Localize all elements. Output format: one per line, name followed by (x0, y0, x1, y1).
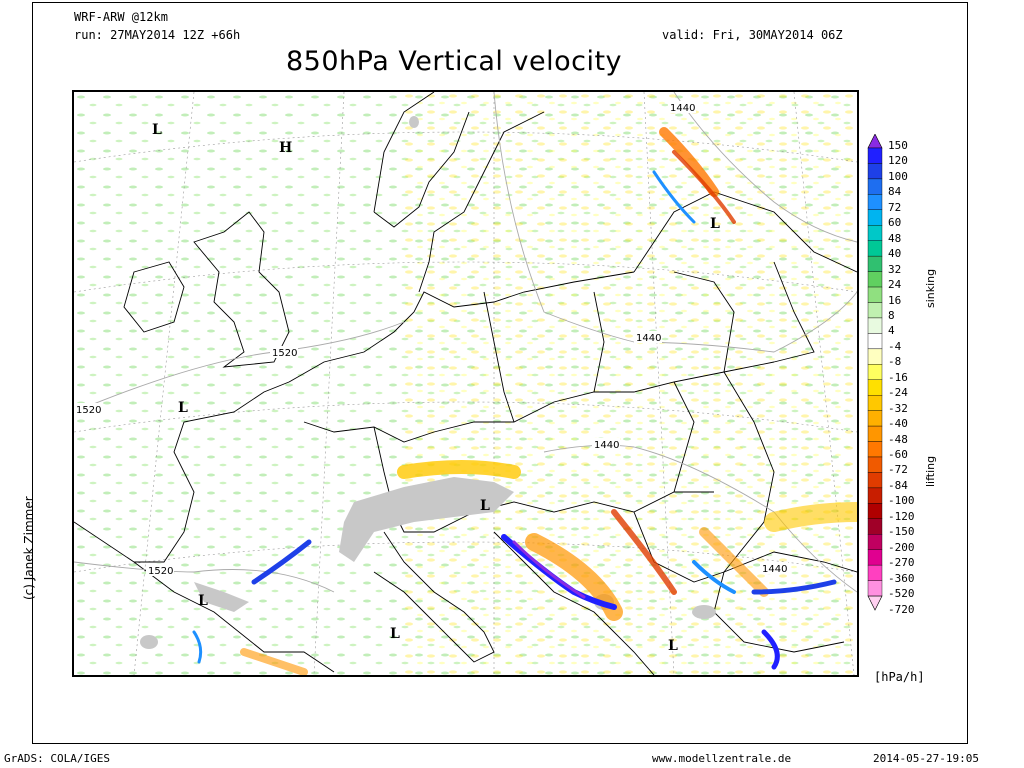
legend-arrow-bottom (867, 595, 883, 611)
low-pressure-symbol: L (710, 216, 720, 232)
legend-level-label: 150 (888, 139, 908, 152)
legend-swatch (867, 564, 883, 581)
legend-swatch (867, 286, 883, 303)
legend-swatch (867, 317, 883, 334)
contour-label: 1440 (636, 333, 661, 344)
legend-level-label: -8 (888, 355, 902, 369)
software-credit: GrADS: COLA/IGES (4, 752, 110, 765)
legend-swatch (867, 487, 883, 504)
legend-level-label: -84 (888, 478, 908, 492)
low-pressure-symbol: L (198, 593, 208, 609)
contour-label: 1520 (76, 405, 101, 416)
legend-level-label: -72 (888, 463, 908, 477)
legend-swatch (867, 580, 883, 597)
graticule (74, 92, 857, 675)
plot-frame (32, 2, 968, 744)
legend-level-label: 8 (888, 308, 895, 322)
legend-swatch (867, 472, 883, 489)
legend-level-label: -4 (888, 339, 902, 353)
legend-swatch (867, 518, 883, 535)
valid-time-label: valid: Fri, 30MAY2014 06Z (662, 28, 843, 42)
legend-level-label: 84 (888, 185, 902, 199)
legend-level-label: -360 (888, 571, 915, 585)
legend-level-label: 24 (888, 278, 902, 292)
legend-level-label: 16 (888, 293, 902, 307)
contour-label: 1440 (594, 440, 619, 451)
color-legend-bar (867, 134, 883, 611)
geopotential-contours (74, 92, 857, 593)
legend-level-label: 4 (888, 324, 895, 338)
legend-swatch (867, 534, 883, 550)
copyright-label: (c) Janek Zimmer (22, 496, 36, 600)
legend-swatch (867, 209, 883, 226)
legend-swatch (867, 240, 883, 257)
lifting-speckle-field (404, 92, 857, 675)
legend-swatch (867, 379, 883, 396)
legend-swatch (867, 410, 883, 427)
legend-swatch (867, 503, 883, 520)
low-pressure-symbol: L (178, 400, 188, 416)
legend-swatch (867, 271, 883, 288)
legend-swatch (867, 255, 883, 272)
legend-unit-label: [hPa/h] (874, 670, 925, 684)
legend-level-label: 32 (888, 262, 902, 276)
legend-swatch (867, 225, 883, 241)
legend-level-label: -48 (888, 432, 908, 446)
legend-swatch (867, 549, 883, 566)
legend-sinking-label: sinking (924, 268, 937, 308)
legend-level-label: -16 (888, 370, 908, 384)
low-pressure-symbol: L (480, 498, 490, 514)
legend-level-label: -150 (888, 525, 915, 539)
run-label: run: 27MAY2014 12Z +66h (74, 28, 241, 42)
legend-level-label: 72 (888, 200, 902, 214)
legend-level-label: -40 (888, 417, 908, 431)
legend-swatch (867, 333, 883, 350)
lifting-bands (240, 127, 857, 675)
legend-level-label: 120 (888, 154, 908, 168)
low-pressure-symbol: L (668, 638, 678, 654)
legend-level-label: -520 (888, 587, 915, 601)
legend-swatch (867, 147, 883, 164)
contour-label: 1520 (272, 348, 297, 359)
contour-label: 1520 (148, 566, 173, 577)
legend-level-label: -32 (888, 401, 908, 415)
low-pressure-symbol: L (390, 626, 400, 642)
legend-level-label: -200 (888, 540, 915, 554)
legend-swatch (867, 302, 883, 319)
model-label: WRF-ARW @12km (74, 10, 168, 24)
legend-level-label: 100 (888, 169, 908, 183)
legend-arrow-top (867, 134, 883, 149)
legend-level-label: 40 (888, 247, 902, 261)
legend-level-label: -100 (888, 494, 915, 508)
legend-swatch (867, 163, 883, 180)
chart-title: 850hPa Vertical velocity (286, 46, 623, 77)
legend-level-label: -24 (888, 386, 908, 400)
legend-swatch (867, 425, 883, 442)
vertical-velocity-map: L H L L L L L L 1440 1440 1440 1440 1520… (72, 90, 859, 677)
coastlines (74, 92, 857, 675)
contour-label: 1440 (762, 564, 787, 575)
legend-swatch (867, 456, 883, 473)
contour-label: 1440 (670, 103, 695, 114)
legend-swatch (867, 194, 883, 210)
legend-lifting-label: lifting (924, 455, 937, 487)
low-pressure-symbol: L (152, 122, 162, 138)
legend-level-label: -120 (888, 509, 915, 523)
high-pressure-symbol: H (279, 140, 292, 156)
legend-level-label: -270 (888, 556, 915, 570)
legend-swatch (867, 364, 883, 380)
legend-level-label: -720 (888, 602, 915, 616)
legend-swatch (867, 395, 883, 411)
legend-swatch (867, 178, 883, 195)
website-label: www.modellzentrale.de (652, 752, 792, 765)
legend-swatch (867, 441, 883, 458)
legend-level-label: -60 (888, 448, 908, 461)
legend-level-label: 48 (888, 231, 902, 245)
timestamp-label: 2014-05-27-19:05 (873, 752, 979, 765)
legend-swatch (867, 348, 883, 365)
legend-level-label: 60 (888, 216, 902, 230)
sinking-bands (192, 170, 837, 670)
